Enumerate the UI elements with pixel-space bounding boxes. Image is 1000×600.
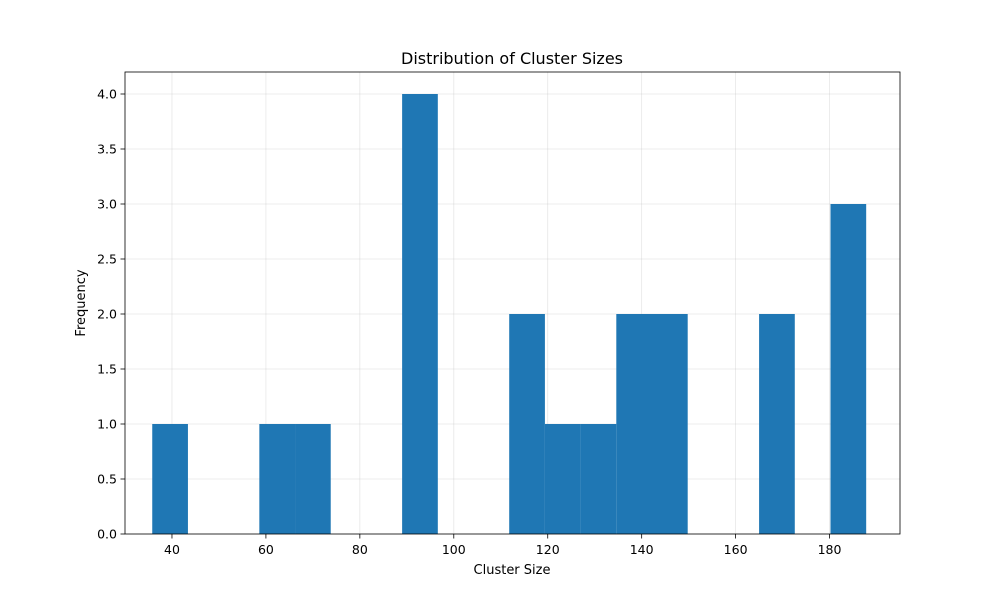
x-tick-label: 180 <box>818 542 842 557</box>
chart-title: Distribution of Cluster Sizes <box>401 49 623 68</box>
histogram-bar <box>544 424 581 534</box>
x-tick-label: 100 <box>442 542 466 557</box>
histogram-bar <box>152 424 188 534</box>
histogram-bar <box>295 424 331 534</box>
y-tick-label: 2.0 <box>97 307 117 322</box>
x-tick-label: 80 <box>352 542 368 557</box>
histogram-bar <box>652 314 688 534</box>
y-tick-label: 3.0 <box>97 197 117 212</box>
x-tick-label: 160 <box>724 542 748 557</box>
x-axis: 40 60 80 100 120 140 160 180 <box>164 534 842 557</box>
x-tick-label: 60 <box>258 542 274 557</box>
y-tick-label: 4.0 <box>97 87 117 102</box>
bars <box>152 94 867 534</box>
x-tick-label: 40 <box>164 542 180 557</box>
y-axis-label: Frequency <box>74 269 89 336</box>
x-tick-label: 120 <box>536 542 560 557</box>
histogram-bar <box>580 424 617 534</box>
y-tick-label: 0.5 <box>97 472 117 487</box>
y-axis: 0.0 0.5 1.0 1.5 2.0 2.5 3.0 3.5 4.0 <box>97 87 125 542</box>
histogram-bar <box>759 314 795 534</box>
histogram-bar <box>830 204 867 534</box>
y-tick-label: 3.5 <box>97 142 117 157</box>
y-tick-label: 2.5 <box>97 252 117 267</box>
histogram-bar <box>402 94 438 534</box>
x-tick-label: 140 <box>630 542 654 557</box>
histogram-bar <box>616 314 652 534</box>
histogram-bar <box>509 314 545 534</box>
histogram-bar <box>259 424 296 534</box>
plot-frame <box>124 71 901 535</box>
y-tick-label: 0.0 <box>97 527 117 542</box>
x-axis-label: Cluster Size <box>474 563 551 578</box>
y-tick-label: 1.0 <box>97 417 117 432</box>
y-tick-label: 1.5 <box>97 362 117 377</box>
